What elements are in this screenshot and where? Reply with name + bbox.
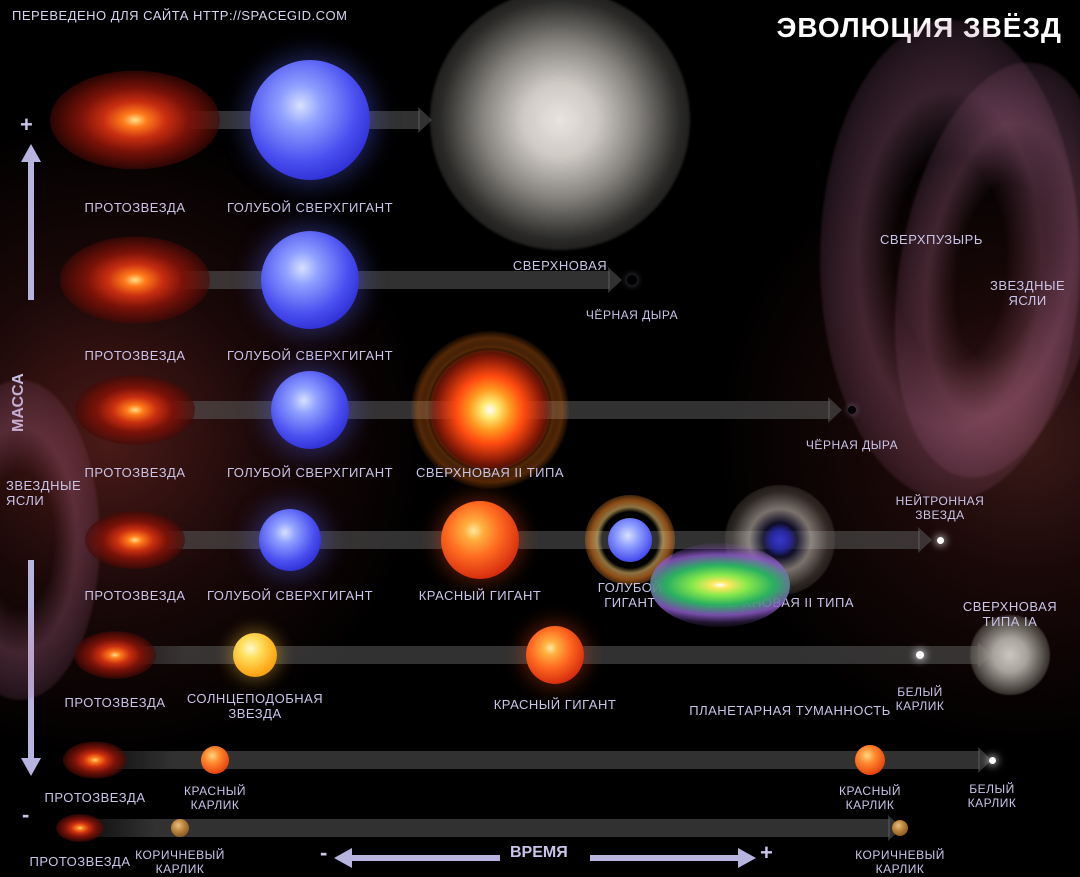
stage-label: СВЕРХНОВАЯ ТИПА IA bbox=[963, 599, 1057, 629]
time-arrow-left bbox=[350, 855, 500, 861]
stage-label: ПРОТОЗВЕЗДА bbox=[84, 588, 185, 603]
stage-label: КРАСНЫЙ ГИГАНТ bbox=[494, 697, 617, 712]
white-icon bbox=[989, 757, 996, 764]
stage-label: БЕЛЫЙ КАРЛИК bbox=[896, 685, 945, 713]
proto-icon bbox=[75, 375, 195, 445]
stage-label: ПЛАНЕТАРНАЯ ТУМАННОСТЬ bbox=[689, 703, 891, 718]
bh-icon bbox=[627, 275, 637, 285]
brown-icon bbox=[892, 820, 908, 836]
red-icon bbox=[441, 501, 519, 579]
stage-label: ПРОТОЗВЕЗДА bbox=[29, 854, 130, 869]
white-icon bbox=[916, 651, 924, 659]
time-plus: + bbox=[760, 840, 773, 866]
stage-label: ПРОТОЗВЕЗДА bbox=[84, 200, 185, 215]
white-icon bbox=[937, 537, 944, 544]
mass-arrow-up bbox=[28, 160, 34, 300]
brown-icon bbox=[171, 819, 189, 837]
stage-label: СОЛНЦЕПОДОБНАЯ ЗВЕЗДА bbox=[187, 691, 323, 721]
stage-label: КРАСНЫЙ ГИГАНТ bbox=[419, 588, 542, 603]
time-arrow-right bbox=[590, 855, 740, 861]
stage-label: КОРИЧНЕВЫЙ КАРЛИК bbox=[135, 848, 225, 876]
credit-line: ПЕРЕВЕДЕНО ДЛЯ САЙТА HTTP://SPACEGID.COM bbox=[12, 8, 347, 23]
stage-label: ГОЛУБОЙ СВЕРХГИГАНТ bbox=[227, 348, 393, 363]
stage-label: КОРИЧНЕВЫЙ КАРЛИК bbox=[855, 848, 945, 876]
stage-label: ЧЁРНАЯ ДЫРА bbox=[586, 308, 678, 322]
bh-icon bbox=[848, 406, 856, 414]
proto-icon bbox=[56, 814, 104, 842]
yellow-icon bbox=[233, 633, 277, 677]
blue-icon bbox=[271, 371, 349, 449]
blue-icon bbox=[259, 509, 321, 571]
stage-label: ГОЛУБОЙ СВЕРХГИГАНТ bbox=[227, 200, 393, 215]
stage-label: КРАСНЫЙ КАРЛИК bbox=[184, 784, 246, 812]
mass-plus: + bbox=[20, 112, 33, 138]
superbubble-label: СВЕРХПУЗЫРЬ bbox=[880, 232, 983, 247]
proto-icon bbox=[50, 71, 220, 170]
stage-label: СВЕРХНОВАЯ II ТИПА bbox=[416, 465, 564, 480]
bg-halo-icon bbox=[608, 518, 652, 562]
stage-label: НЕЙТРОННАЯ ЗВЕЗДА bbox=[896, 494, 985, 522]
proto-icon bbox=[74, 631, 156, 679]
stage-label: ПРОТОЗВЕЗДА bbox=[84, 465, 185, 480]
pn-icon bbox=[650, 543, 790, 627]
stage-label: КРАСНЫЙ КАРЛИК bbox=[839, 784, 901, 812]
reddwarf-icon bbox=[855, 745, 885, 775]
stage-label: ЧЁРНАЯ ДЫРА bbox=[806, 438, 898, 452]
blue-icon bbox=[250, 60, 370, 180]
stage-label: ГОЛУБОЙ СВЕРХГИГАНТ bbox=[227, 465, 393, 480]
stage-label: БЕЛЫЙ КАРЛИК bbox=[968, 782, 1017, 810]
proto-icon bbox=[85, 511, 185, 569]
blue-icon bbox=[261, 231, 359, 329]
red-icon bbox=[526, 626, 584, 684]
time-minus: - bbox=[320, 840, 327, 866]
reddwarf-icon bbox=[201, 746, 229, 774]
stage-label: ПРОТОЗВЕЗДА bbox=[44, 790, 145, 805]
nursery-right-label: ЗВЕЗДНЫЕ ЯСЛИ bbox=[990, 278, 1065, 308]
stage-label: ПРОТОЗВЕЗДА bbox=[64, 695, 165, 710]
mass-minus: - bbox=[22, 802, 29, 828]
sn-pale-icon bbox=[430, 0, 690, 250]
time-axis-label: ВРЕМЯ bbox=[510, 844, 568, 862]
nursery-left-label: ЗВЕЗДНЫЕ ЯСЛИ bbox=[6, 478, 81, 508]
stage-label: ГОЛУБОЙ СВЕРХГИГАНТ bbox=[207, 588, 373, 603]
stage-label: ПРОТОЗВЕЗДА bbox=[84, 348, 185, 363]
proto-icon bbox=[63, 741, 127, 778]
snII-icon bbox=[430, 350, 550, 470]
proto-icon bbox=[60, 237, 210, 324]
